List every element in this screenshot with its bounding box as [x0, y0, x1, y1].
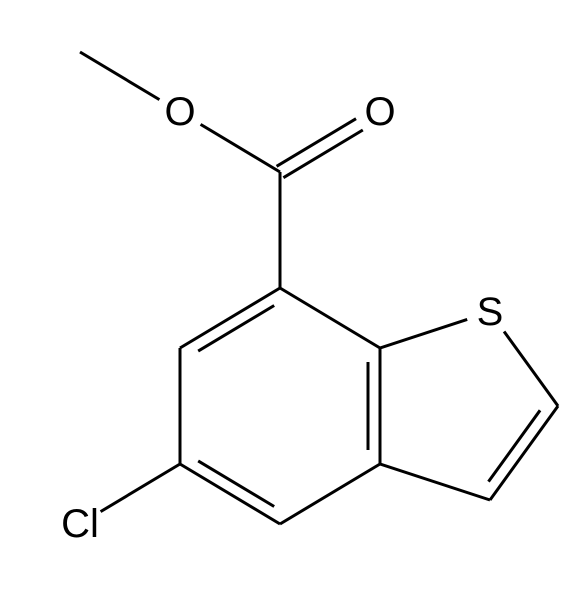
bond-line [504, 331, 558, 406]
bond-line [201, 124, 280, 172]
bond-line [490, 406, 558, 500]
atom-label-s: S [477, 290, 504, 334]
atom-label-o: O [364, 90, 395, 134]
atom-label-o: O [164, 90, 195, 134]
bond-line [180, 464, 280, 524]
bond-line [280, 464, 380, 524]
bond-line [101, 464, 180, 512]
molecule-diagram: S Cl O O [0, 0, 571, 596]
bond-line [380, 319, 467, 348]
bond-line [80, 52, 159, 100]
bond-line [180, 288, 280, 348]
bond-line [488, 410, 540, 481]
atom-label-cl: Cl [61, 502, 99, 546]
bond-line [198, 305, 274, 351]
bond-line [198, 461, 274, 507]
bond-line [380, 464, 490, 500]
bond-line [280, 288, 380, 348]
